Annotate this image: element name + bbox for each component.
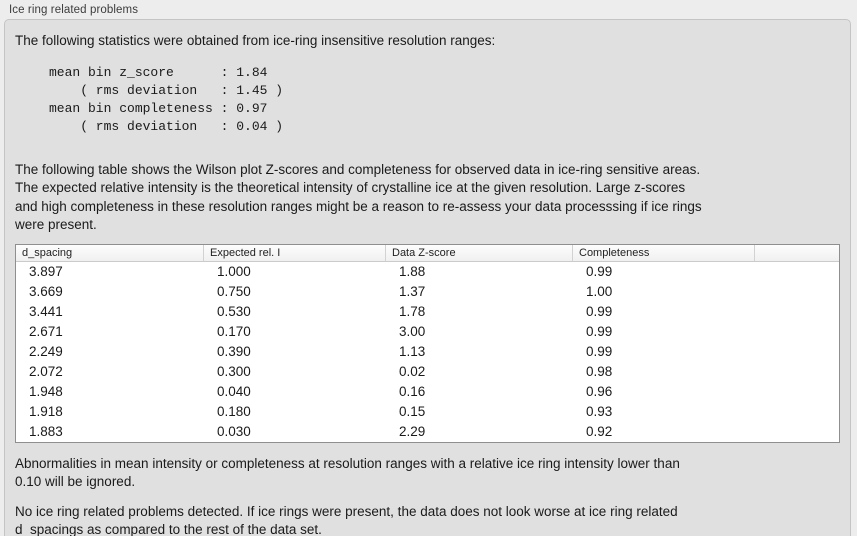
table-body: 3.897 1.000 1.88 0.99 3.669 0.750 1.37 1.00 3.44…: [16, 262, 839, 442]
table-cell: 0.040: [217, 383, 251, 399]
table-cell: 1.000: [217, 263, 251, 279]
table-cell: 0.99: [586, 263, 613, 279]
table-cell: 2.249: [29, 343, 63, 359]
table-cell-filler: [755, 422, 839, 442]
table-cell-filler: [755, 302, 839, 322]
column-header-expected-rel-i[interactable]: Expected rel. I: [204, 244, 386, 261]
table-cell: 0.15: [399, 403, 426, 419]
table-cell: 0.02: [399, 363, 426, 379]
table-cell: 0.170: [217, 323, 251, 339]
table-cell: 1.88: [399, 263, 426, 279]
table-cell: 2.671: [29, 323, 63, 339]
table-cell: 0.750: [217, 283, 251, 299]
table-cell: 3.441: [29, 303, 63, 319]
table-row[interactable]: 1.883 0.030 2.29 0.92: [16, 422, 839, 442]
table-cell: 1.948: [29, 383, 63, 399]
table-cell-filler: [755, 322, 839, 342]
table-row[interactable]: 3.669 0.750 1.37 1.00: [16, 282, 839, 302]
table-cell: 2.29: [399, 423, 426, 439]
table-cell: 0.99: [586, 303, 613, 319]
table-cell-filler: [755, 402, 839, 422]
table-row[interactable]: 2.249 0.390 1.13 0.99: [16, 342, 839, 362]
intro-text: The following statistics were obtained f…: [15, 33, 496, 48]
table-cell: 1.883: [29, 423, 63, 439]
table-cell: 0.99: [586, 343, 613, 359]
table-cell: 1.918: [29, 403, 63, 419]
stats-block: mean bin z_score : 1.84 ( rms deviation …: [49, 64, 284, 134]
table-cell: 0.530: [217, 303, 251, 319]
table-row[interactable]: 2.671 0.170 3.00 0.99: [16, 322, 839, 342]
table-row[interactable]: 3.441 0.530 1.78 0.99: [16, 302, 839, 322]
table-cell-filler: [755, 382, 839, 402]
table-cell: 0.300: [217, 363, 251, 379]
column-header-completeness[interactable]: Completeness: [573, 244, 755, 261]
table-row[interactable]: 1.918 0.180 0.15 0.93: [16, 402, 839, 422]
table-cell: 3.897: [29, 263, 63, 279]
table-cell-filler: [755, 262, 839, 282]
table-cell: 1.13: [399, 343, 426, 359]
conclusion-text: No ice ring related problems detected. I…: [15, 503, 678, 536]
table-cell-filler: [755, 342, 839, 362]
column-header-data-z-score[interactable]: Data Z-score: [386, 244, 573, 261]
table-header-row: d_spacing Expected rel. I Data Z-score Comp…: [16, 244, 839, 262]
panel-title: Ice ring related problems: [9, 4, 139, 16]
table-cell: 1.78: [399, 303, 426, 319]
table-row[interactable]: 1.948 0.040 0.16 0.96: [16, 382, 839, 402]
table-row[interactable]: 3.897 1.000 1.88 0.99: [16, 262, 839, 282]
table-cell-filler: [755, 362, 839, 382]
table-cell: 0.16: [399, 383, 426, 399]
table-cell-filler: [755, 282, 839, 302]
ignore-note: Abnormalities in mean intensity or compl…: [15, 455, 680, 490]
table-cell: 0.390: [217, 343, 251, 359]
table-cell: 0.92: [586, 423, 613, 439]
ice-ring-table: d_spacing Expected rel. I Data Z-score Comp…: [15, 243, 840, 443]
table-description: The following table shows the Wilson plo…: [15, 161, 702, 233]
table-cell: 0.96: [586, 383, 613, 399]
table-cell: 2.072: [29, 363, 63, 379]
table-cell: 0.98: [586, 363, 613, 379]
table-cell: 0.030: [217, 423, 251, 439]
table-cell: 3.00: [399, 323, 426, 339]
column-header-d-spacing[interactable]: d_spacing: [16, 244, 204, 261]
table-cell: 0.180: [217, 403, 251, 419]
table-cell: 0.93: [586, 403, 613, 419]
ice-ring-groupbox: The following statistics were obtained f…: [4, 19, 851, 536]
column-header-filler: [755, 245, 839, 261]
table-cell: 0.99: [586, 323, 613, 339]
table-cell: 1.37: [399, 283, 426, 299]
table-cell: 1.00: [586, 283, 613, 299]
table-cell: 3.669: [29, 283, 63, 299]
table-row[interactable]: 2.072 0.300 0.02 0.98: [16, 362, 839, 382]
